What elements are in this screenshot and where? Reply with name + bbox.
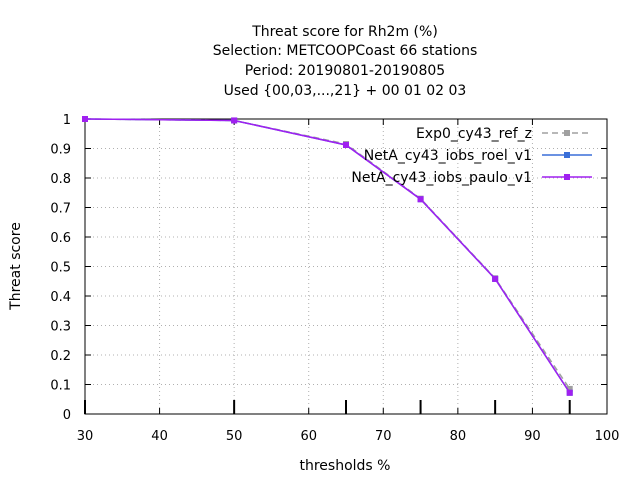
x-tick-label: 50 (226, 429, 243, 444)
y-tick-labels: 0 0.1 0.2 0.3 0.4 0.5 0.6 0.7 0.8 0.9 1 (50, 113, 71, 423)
series-point-3 (492, 275, 499, 282)
title-line-2: Selection: METCOOPCoast 66 stations (213, 43, 478, 59)
x-tick-label: 100 (595, 429, 620, 444)
y-tick-label: 0.5 (50, 261, 71, 276)
series-point-3 (566, 389, 573, 396)
x-tick-label: 40 (151, 429, 168, 444)
y-tick-label: 0 (63, 408, 71, 423)
y-tick-label: 0.3 (50, 320, 71, 335)
legend-label-1: Exp0_cy43_ref_z (416, 126, 532, 142)
series-point-3 (417, 196, 424, 203)
x-tick-label: 30 (77, 429, 94, 444)
x-tick-labels: 30 40 50 60 70 80 90 100 (77, 429, 620, 444)
chart-title: Threat score for Rh2m (%) Selection: MET… (213, 24, 478, 99)
x-tick-label: 80 (450, 429, 467, 444)
y-tick-label: 0.4 (50, 290, 71, 305)
series-point-3 (231, 117, 238, 124)
y-tick-label: 0.6 (50, 231, 71, 246)
legend-marker-1 (564, 130, 570, 136)
legend-label-3: NetA_cy43_iobs_paulo_v1 (351, 170, 532, 186)
y-tick-label: 0.9 (50, 143, 71, 158)
y-tick-label: 0.7 (50, 202, 71, 217)
legend-label-2: NetA_cy43_iobs_roel_v1 (364, 148, 532, 164)
legend-marker-2 (564, 152, 570, 158)
title-line-3: Period: 20190801-20190805 (245, 63, 445, 79)
y-tick-label: 0.1 (50, 379, 71, 394)
y-tick-label: 0.8 (50, 172, 71, 187)
title-line-4: Used {00,03,...,21} + 00 01 02 03 (224, 83, 467, 99)
series-line-3 (84, 118, 571, 394)
data-series (82, 116, 573, 396)
x-tick-label: 60 (300, 429, 317, 444)
y-axis-label: Threat score (8, 222, 24, 311)
series-point-3 (82, 116, 88, 122)
x-tick-label: 70 (375, 429, 392, 444)
y-tick-label: 1 (63, 113, 71, 128)
series-point-1 (566, 385, 573, 392)
legend-marker-3 (564, 174, 570, 180)
grid (85, 119, 607, 414)
axis-ticks (84, 118, 608, 415)
legend: Exp0_cy43_ref_z NetA_cy43_iobs_roel_v1 Net… (351, 126, 592, 186)
series-point-3 (343, 141, 349, 148)
y-tick-label: 0.2 (50, 349, 71, 364)
x-axis-label: thresholds % (300, 458, 391, 474)
x-tick-label: 90 (524, 429, 541, 444)
title-line-1: Threat score for Rh2m (%) (251, 24, 438, 40)
